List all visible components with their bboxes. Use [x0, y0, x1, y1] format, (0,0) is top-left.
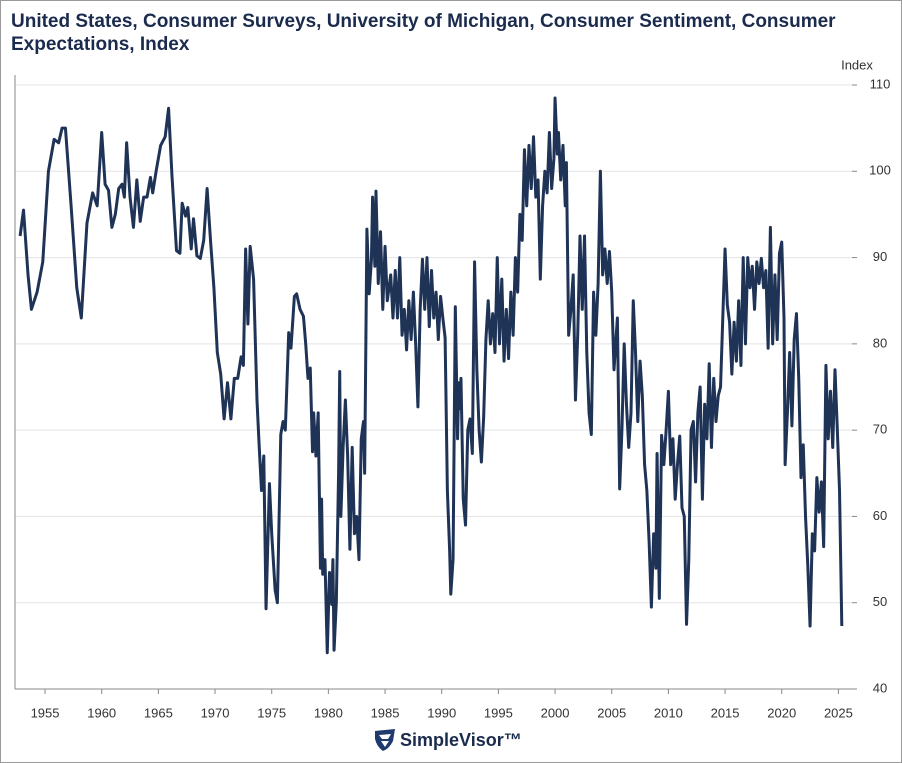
logo-shield — [375, 729, 395, 751]
y-tick-label: 80 — [873, 335, 887, 350]
y-axis-label: Index — [841, 57, 873, 72]
y-tick-label: 70 — [873, 422, 887, 437]
logo-beak — [381, 741, 389, 747]
x-tick-label: 2010 — [654, 705, 683, 720]
logo-wing — [379, 734, 391, 739]
x-tick-label: 2005 — [597, 705, 626, 720]
series-line — [18, 96, 844, 655]
x-tick-label: 2025 — [824, 705, 853, 720]
x-tick-label: 1995 — [484, 705, 513, 720]
x-tick-label: 2020 — [767, 705, 796, 720]
y-tick-label: 110 — [870, 76, 891, 91]
x-tick-label: 1965 — [144, 705, 173, 720]
y-tick-label: 40 — [873, 680, 887, 695]
y-tick-label: 60 — [873, 508, 887, 523]
y-tick-label: 100 — [869, 163, 891, 178]
brand-logo — [375, 729, 395, 751]
x-tick-label: 1955 — [31, 705, 60, 720]
x-tick-label: 1990 — [427, 705, 456, 720]
x-tick-label: 1960 — [87, 705, 116, 720]
chart-title: United States, Consumer Surveys, Univers… — [11, 11, 836, 55]
x-tick-label: 1980 — [314, 705, 343, 720]
x-tick-label: 1970 — [201, 705, 230, 720]
x-tick-label: 2015 — [711, 705, 740, 720]
x-tick-label: 2000 — [541, 705, 570, 720]
brand-name: SimpleVisor™ — [400, 730, 522, 750]
y-tick-label: 50 — [873, 594, 887, 609]
y-tick-label: 90 — [873, 249, 887, 264]
x-tick-label: 1985 — [371, 705, 400, 720]
x-tick-label: 1975 — [257, 705, 286, 720]
